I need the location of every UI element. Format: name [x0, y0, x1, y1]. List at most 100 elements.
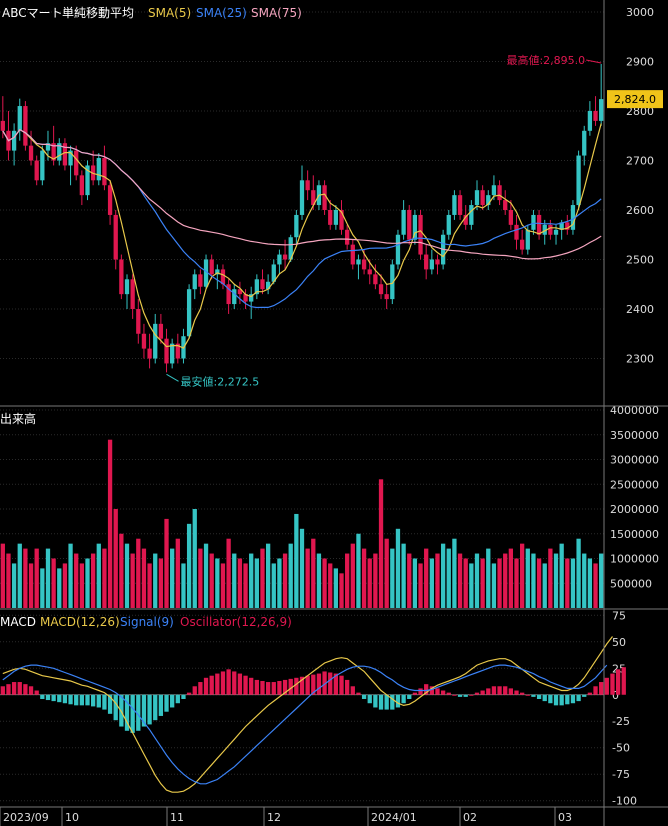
x-tick-label: 03	[558, 811, 572, 824]
oscillator-bar	[553, 694, 559, 706]
oscillator-bar	[565, 694, 570, 705]
volume-bar	[96, 543, 101, 608]
oscillator-bar	[90, 694, 96, 707]
oscillator-bar	[220, 671, 226, 695]
oscillator-bar	[45, 694, 51, 701]
oscillator-bar	[203, 677, 209, 695]
volume-bar	[384, 538, 389, 608]
volume-bar	[215, 558, 220, 608]
volume-bar	[79, 563, 84, 608]
candle-body	[203, 259, 209, 287]
oscillator-bar	[446, 692, 451, 695]
oscillator-bar	[68, 694, 73, 705]
oscillator-bar	[186, 692, 192, 695]
volume-bar	[226, 538, 231, 608]
volume-bar	[34, 548, 39, 608]
volume-bar	[85, 558, 90, 608]
candle-body	[384, 294, 389, 300]
volume-bar	[316, 553, 322, 608]
volume-bar	[164, 518, 169, 608]
sma-line-5	[2, 123, 602, 349]
candle-body	[542, 224, 547, 235]
volume-bar	[446, 548, 451, 608]
candle-body	[480, 190, 485, 206]
candle-body	[469, 205, 474, 225]
legend-entry: SMA(25)	[196, 6, 247, 20]
oscillator-bar	[102, 694, 107, 710]
oscillator-bar	[136, 694, 141, 731]
candle-body	[339, 210, 344, 230]
legend-entry: SMA(75)	[251, 6, 302, 20]
oscillator-bar	[503, 686, 508, 695]
volume-bar	[508, 548, 514, 608]
candle-body	[147, 348, 152, 359]
oscillator-bar	[469, 694, 474, 696]
candle-body	[68, 150, 73, 166]
volume-bar	[40, 568, 45, 608]
oscillator-bar	[74, 694, 79, 706]
oscillator-bar	[593, 686, 598, 695]
oscillator-bar	[508, 688, 514, 695]
volume-tick-label: 1500000	[610, 528, 659, 541]
oscillator-bar	[34, 690, 39, 695]
volume-bar	[367, 558, 372, 608]
candle-body	[463, 214, 468, 225]
oscillator-bar	[390, 694, 395, 710]
volume-bar	[119, 533, 124, 608]
volume-bar	[582, 553, 587, 608]
oscillator-bar	[85, 694, 90, 706]
candle-body	[198, 274, 203, 287]
oscillator-bar	[147, 694, 152, 725]
volume-bar	[124, 543, 130, 608]
oscillator-bar	[559, 694, 564, 706]
volume-bar	[345, 553, 350, 608]
x-tick-label: 02	[463, 811, 477, 824]
oscillator-bar	[192, 686, 197, 695]
oscillator-bar	[525, 694, 530, 696]
high-pointer	[586, 59, 602, 64]
candle-body	[153, 323, 158, 359]
sma-line-75	[2, 128, 602, 260]
volume-bar	[170, 548, 175, 608]
volume-bar	[0, 543, 5, 608]
candle-body	[0, 120, 5, 131]
volume-bar	[90, 553, 96, 608]
candle-body	[232, 289, 237, 305]
oscillator-bar	[175, 694, 180, 704]
volume-bar	[254, 558, 259, 608]
volume-bar	[407, 553, 412, 608]
candle-body	[57, 143, 62, 161]
candle-body	[265, 281, 271, 290]
volume-bar	[570, 558, 576, 608]
volume-bar	[203, 543, 209, 608]
candle-body	[412, 214, 418, 240]
volume-bar	[17, 543, 22, 608]
oscillator-bar	[615, 669, 621, 695]
oscillator-bar	[548, 694, 553, 704]
price-tick-label: 2500	[626, 254, 654, 267]
x-tick-label: 12	[267, 811, 281, 824]
volume-bar	[175, 538, 180, 608]
oscillator-bar	[209, 675, 214, 695]
oscillator-bar	[435, 688, 440, 695]
volume-tick-label: 2500000	[610, 478, 659, 491]
oscillator-bar	[17, 682, 22, 695]
volume-bar	[271, 563, 276, 608]
candle-body	[226, 284, 231, 305]
volume-bar	[599, 553, 604, 608]
candle-body	[170, 343, 175, 364]
candle-body	[457, 195, 463, 215]
candle-body	[282, 254, 288, 260]
candle-body	[599, 99, 604, 121]
candle-body	[536, 214, 542, 235]
oscillator-bar	[345, 679, 350, 695]
volume-bar	[74, 553, 79, 608]
volume-bar	[452, 538, 457, 608]
oscillator-bar	[570, 694, 576, 704]
volume-bar	[232, 553, 237, 608]
volume-bar	[102, 548, 107, 608]
oscillator-bar	[582, 694, 587, 697]
volume-bar	[548, 548, 553, 608]
macd-tick-label: 50	[612, 636, 626, 649]
volume-bar	[520, 543, 525, 608]
